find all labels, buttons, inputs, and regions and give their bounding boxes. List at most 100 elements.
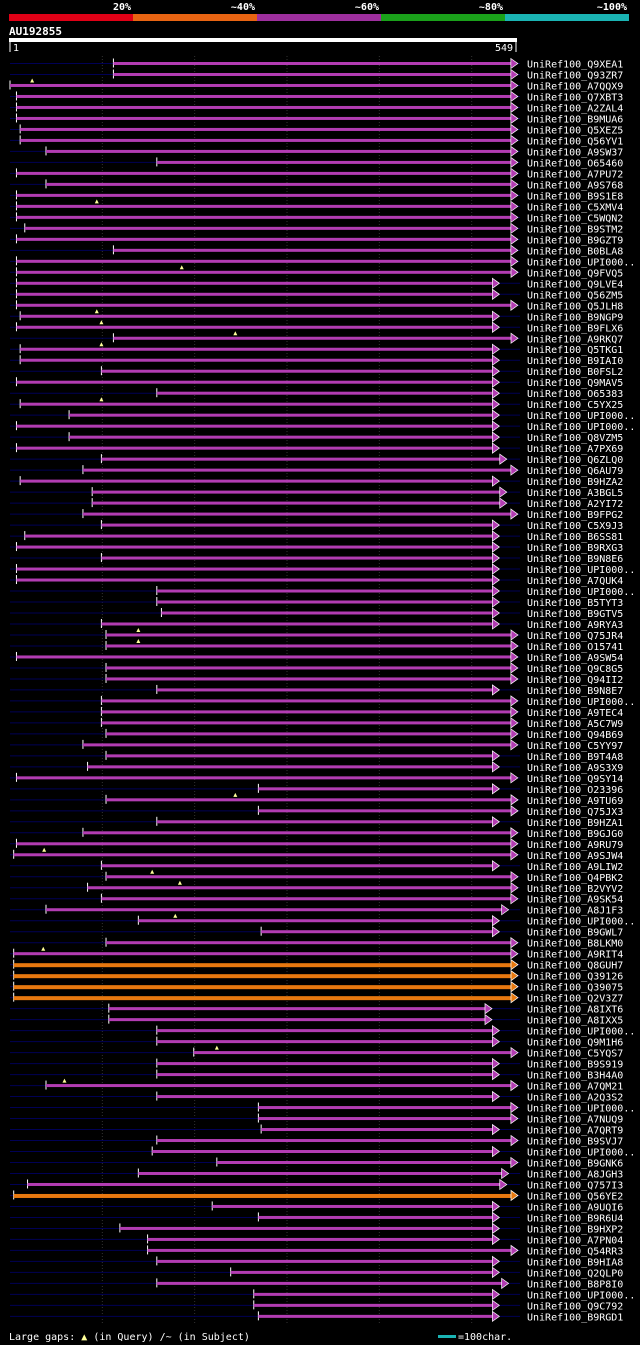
hit-alignment-bar[interactable] <box>16 171 512 175</box>
hit-row[interactable]: UniRef100_Q56YV1 <box>10 134 623 147</box>
hit-row[interactable]: UniRef100_UPI000.. <box>10 1145 635 1159</box>
hit-row[interactable]: UniRef100_B9HZA2 <box>10 475 623 488</box>
hit-alignment-bar[interactable] <box>20 347 494 351</box>
hit-row[interactable]: UniRef100_B9GJG0 <box>10 827 623 840</box>
hit-alignment-bar[interactable] <box>101 457 501 461</box>
hit-alignment-bar[interactable] <box>212 1204 494 1208</box>
hit-label[interactable]: UniRef100_UPI000.. <box>527 917 635 928</box>
hit-alignment-bar[interactable] <box>253 1303 494 1307</box>
hit-label[interactable]: UniRef100_Q6AU79 <box>527 466 623 477</box>
hit-label[interactable]: UniRef100_A8IXT6 <box>527 1005 623 1016</box>
hit-label[interactable]: UniRef100_A9TU69 <box>527 796 623 807</box>
hit-row[interactable]: UniRef100_A7PN04 <box>10 1233 623 1246</box>
hit-alignment-bar[interactable] <box>46 182 512 186</box>
hit-row[interactable]: UniRef100_A9UQI6 <box>10 1200 623 1213</box>
hit-alignment-bar[interactable] <box>16 655 512 659</box>
hit-row[interactable]: UniRef100_A5C7W9 <box>10 717 623 730</box>
hit-row[interactable]: UniRef100_Q56ZM5 <box>10 288 623 301</box>
hit-row[interactable]: UniRef100_Q5XEZ5 <box>10 123 623 136</box>
hit-label[interactable]: UniRef100_A7NUQ9 <box>527 1115 623 1126</box>
hit-row[interactable]: UniRef100_UPI000.. <box>10 255 635 268</box>
hit-row[interactable]: UniRef100_Q9C8G5 <box>10 662 623 675</box>
hit-alignment-bar[interactable] <box>108 1007 486 1011</box>
hit-row[interactable]: UniRef100_B8LKM0 <box>10 937 623 950</box>
hit-row[interactable]: UniRef100_UPI000.. <box>10 585 635 598</box>
hit-alignment-bar[interactable] <box>156 820 494 824</box>
hit-label[interactable]: UniRef100_B9S1E8 <box>527 191 623 202</box>
hit-label[interactable]: UniRef100_Q757I3 <box>527 1180 623 1191</box>
hit-label[interactable]: UniRef100_Q8GUH7 <box>527 961 623 972</box>
hit-row[interactable]: UniRef100_B9N8E7 <box>10 684 623 697</box>
hit-row[interactable]: UniRef100_B9MUA6 <box>10 112 623 125</box>
hit-row[interactable]: UniRef100_A9TU69 <box>10 792 623 807</box>
hit-label[interactable]: UniRef100_A7QM21 <box>527 1082 623 1093</box>
hit-alignment-bar[interactable] <box>13 985 513 990</box>
hit-label[interactable]: UniRef100_Q54RR3 <box>527 1246 623 1257</box>
hit-row[interactable]: UniRef100_B6SS81 <box>10 530 623 543</box>
hit-alignment-bar[interactable] <box>108 1018 486 1022</box>
hit-alignment-bar[interactable] <box>20 358 494 362</box>
hit-row[interactable]: UniRef100_Q9LVE4 <box>10 277 623 290</box>
hit-alignment-bar[interactable] <box>147 1248 512 1252</box>
hit-alignment-bar[interactable] <box>82 831 512 835</box>
hit-alignment-bar[interactable] <box>69 435 494 439</box>
hit-alignment-bar[interactable] <box>156 589 494 593</box>
hit-alignment-bar[interactable] <box>106 677 512 681</box>
hit-label[interactable]: UniRef100_UPI000.. <box>527 1027 635 1038</box>
hit-label[interactable]: UniRef100_Q56YV1 <box>527 136 623 147</box>
hit-row[interactable]: UniRef100_B9GWL7 <box>10 926 623 939</box>
hit-row[interactable]: UniRef100_B9HXP2 <box>10 1222 623 1235</box>
hit-alignment-bar[interactable] <box>156 1095 494 1099</box>
hit-alignment-bar[interactable] <box>46 149 512 153</box>
hit-row[interactable]: UniRef100_A9SW37 <box>10 145 623 158</box>
hit-alignment-bar[interactable] <box>113 336 512 340</box>
hit-row[interactable]: UniRef100_Q757I3 <box>10 1178 623 1191</box>
hit-label[interactable]: UniRef100_UPI000.. <box>527 1104 635 1115</box>
hit-label[interactable]: UniRef100_A7QUK4 <box>527 576 623 587</box>
hit-row[interactable]: UniRef100_B9HZA1 <box>10 816 623 829</box>
hit-alignment-bar[interactable] <box>20 402 494 406</box>
hit-row[interactable]: UniRef100_A9RIT4 <box>10 946 623 961</box>
hit-row[interactable]: UniRef100_A7NUQ9 <box>10 1112 623 1126</box>
hit-alignment-bar[interactable] <box>106 633 512 637</box>
hit-row[interactable]: UniRef100_Q9M1H6 <box>10 1035 623 1049</box>
hit-alignment-bar[interactable] <box>101 523 494 527</box>
hit-label[interactable]: UniRef100_Q94B69 <box>527 730 623 741</box>
hit-row[interactable]: UniRef100_UPI000.. <box>10 409 635 422</box>
hit-row[interactable]: UniRef100_O23396 <box>10 783 623 796</box>
hit-alignment-bar[interactable] <box>261 1128 494 1132</box>
hit-label[interactable]: UniRef100_Q56YE2 <box>527 1191 623 1202</box>
hit-alignment-bar[interactable] <box>258 809 512 813</box>
hit-label[interactable]: UniRef100_A7QRT9 <box>527 1126 623 1137</box>
hit-alignment-bar[interactable] <box>16 281 494 285</box>
hit-label[interactable]: UniRef100_B9GNK6 <box>527 1159 623 1170</box>
hit-label[interactable]: UniRef100_B9T4A8 <box>527 752 623 763</box>
hit-label[interactable]: UniRef100_A2YI72 <box>527 499 623 510</box>
hit-row[interactable]: UniRef100_A7PU72 <box>10 167 623 180</box>
hit-row[interactable]: UniRef100_A7QM21 <box>10 1078 623 1093</box>
hit-alignment-bar[interactable] <box>106 666 512 670</box>
hit-alignment-bar[interactable] <box>16 215 512 219</box>
hit-label[interactable]: UniRef100_C5YX25 <box>527 400 623 411</box>
hit-alignment-bar[interactable] <box>16 303 512 307</box>
hit-alignment-bar[interactable] <box>258 1314 494 1318</box>
hit-label[interactable]: UniRef100_B2VYV2 <box>527 884 623 895</box>
hit-label[interactable]: UniRef100_Q75JR4 <box>527 631 623 642</box>
hit-label[interactable]: UniRef100_A9RKQ7 <box>527 334 623 345</box>
hit-label[interactable]: UniRef100_A3BGL5 <box>527 488 623 499</box>
hit-alignment-bar[interactable] <box>161 611 494 615</box>
hit-row[interactable]: UniRef100_A9RU79 <box>10 838 623 851</box>
hit-row[interactable]: UniRef100_A8JGH3 <box>10 1167 623 1180</box>
hit-row[interactable]: UniRef100_B2VYV2 <box>10 880 623 895</box>
hit-alignment-bar[interactable] <box>13 963 513 968</box>
hit-row[interactable]: UniRef100_Q56YE2 <box>10 1189 623 1202</box>
hit-alignment-bar[interactable] <box>20 127 512 131</box>
hit-alignment-bar[interactable] <box>24 226 512 230</box>
hit-alignment-bar[interactable] <box>156 1073 494 1077</box>
hit-row[interactable]: UniRef100_Q6AU79 <box>10 464 623 477</box>
hit-row[interactable]: UniRef100_B9STM2 <box>10 222 623 235</box>
hit-alignment-bar[interactable] <box>16 116 512 120</box>
hit-row[interactable]: UniRef100_UPI000.. <box>10 1288 635 1301</box>
hit-row[interactable]: UniRef100_Q6ZLQ0 <box>10 453 623 466</box>
hit-alignment-bar[interactable] <box>20 138 512 142</box>
